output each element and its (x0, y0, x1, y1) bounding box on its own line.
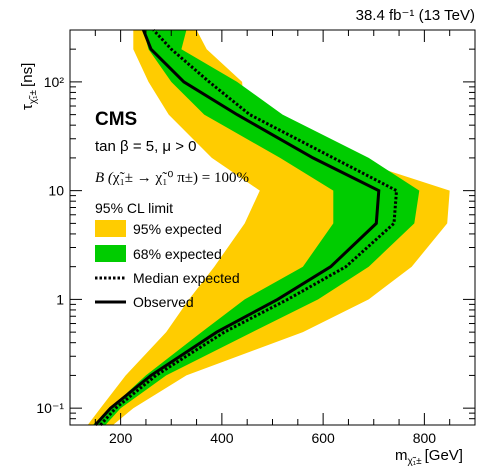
x-tick-label-200: 200 (109, 430, 133, 446)
legend-label-median: Median expected (133, 270, 240, 286)
observed-line (94, 29, 381, 427)
legend-label-95: 95% expected (133, 221, 222, 237)
band-68-expected (92, 30, 420, 425)
br-body: χ̃₁± → χ̃₁⁰ π± (112, 170, 193, 186)
y-axis-unit: [ns] (19, 63, 36, 87)
x-tick-label-800: 800 (413, 430, 437, 446)
x-tick-label-400: 400 (210, 430, 234, 446)
br-prefix: B ( (95, 170, 114, 186)
legend: 95% CL limit 95% expected 68% expected M… (95, 200, 240, 310)
legend-label-observed: Observed (133, 294, 194, 310)
lumi-label: 38.4 fb⁻¹ (13 TeV) (356, 7, 475, 24)
x-axis-title: mχ̃₁± [GeV] (395, 447, 463, 467)
lines-layer (94, 28, 399, 427)
y-axis-subscript: χ̃₁± (28, 89, 39, 104)
branching-ratio-text: B (χ̃₁± → χ̃₁⁰ π±) = 100% (95, 170, 249, 186)
x-tick-label-600: 600 (311, 430, 335, 446)
y-tick-label-0: 10⁻¹ (36, 400, 64, 416)
legend-swatch-95 (95, 220, 126, 237)
band-95-expected (87, 30, 450, 425)
y-axis-symbol: τ (19, 104, 36, 110)
y-tick-label-1: 1 (56, 291, 64, 307)
experiment-label: CMS (95, 109, 137, 130)
legend-title: 95% CL limit (95, 200, 173, 216)
params-text: tan β = 5, μ > 0 (95, 138, 197, 155)
y-tick-label-3: 10² (44, 74, 65, 90)
bands-layer (87, 30, 450, 425)
x-axis-unit: [GeV] (425, 447, 463, 464)
ticks-layer: 200 400 600 800 10⁻¹ 1 10 10² (36, 29, 475, 446)
y-tick-label-2: 10 (48, 183, 64, 199)
br-suffix: ) = 100% (193, 170, 249, 186)
median-expected-line (99, 28, 399, 427)
y-axis-title: τχ̃₁± [ns] (19, 63, 39, 110)
legend-label-68: 68% expected (133, 246, 222, 262)
x-axis-subscript: χ̃₁± (408, 456, 423, 467)
x-axis-symbol: m (395, 447, 408, 464)
legend-swatch-68 (95, 245, 126, 262)
